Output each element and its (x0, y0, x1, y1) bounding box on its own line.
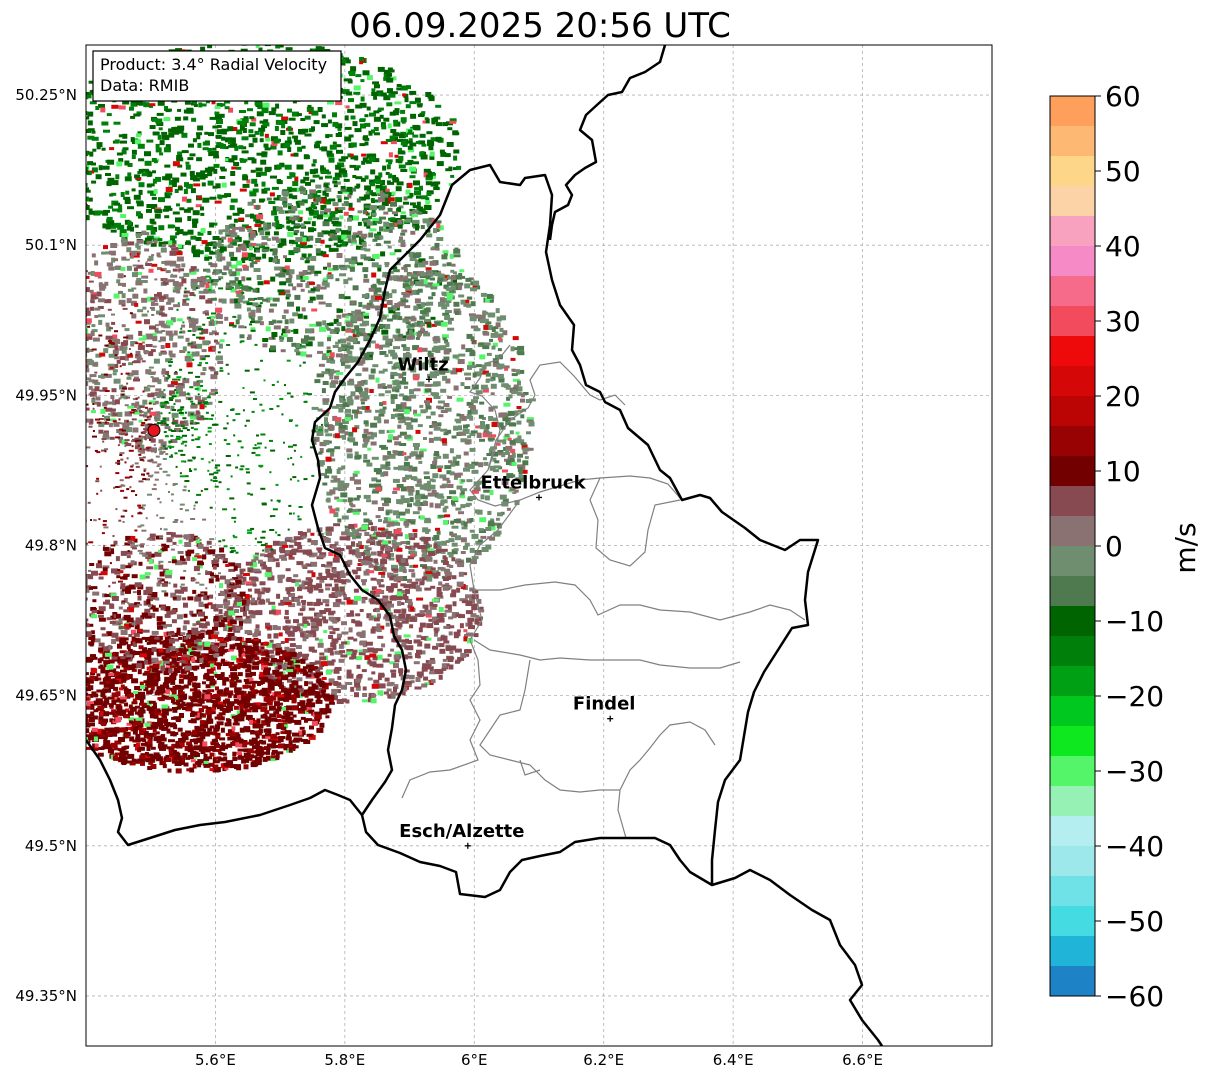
colorbar-band (1050, 456, 1095, 487)
colorbar-tick-label: −10 (1105, 605, 1164, 638)
lon-tick-label: 5.6°E (195, 1051, 236, 1069)
map-title: 06.09.2025 20:56 UTC (349, 6, 731, 46)
colorbar-band (1050, 576, 1095, 607)
colorbar-band (1050, 906, 1095, 937)
colorbar-band (1050, 636, 1095, 667)
colorbar-tick-label: 40 (1105, 230, 1141, 263)
colorbar-band (1050, 306, 1095, 337)
colorbar-band (1050, 696, 1095, 727)
colorbar-band (1050, 546, 1095, 577)
colorbar-band (1050, 936, 1095, 967)
radar-site-marker (147, 423, 161, 437)
national-borders (86, 45, 884, 1046)
colorbar: 60 50 40 30 20 10 0 −10 −20 −30 −40 −50 −60 m/s (1049, 80, 1202, 1013)
city-label: Findel (573, 694, 636, 715)
city-label: Ettelbruck (480, 472, 586, 493)
lat-tick-label: 50.25°N (15, 86, 77, 104)
info-box: Product: 3.4° Radial Velocity Data: RMIB (92, 50, 342, 102)
colorbar-tick-label: 30 (1105, 305, 1141, 338)
colorbar-band (1050, 246, 1095, 277)
colorbar-band (1050, 846, 1095, 877)
lat-tick-label: 49.95°N (15, 386, 77, 404)
colorbar-band (1050, 516, 1095, 547)
colorbar-band (1050, 156, 1095, 187)
colorbar-tick-label: −20 (1105, 680, 1164, 713)
colorbar-tick-label: −50 (1105, 905, 1164, 938)
data-source-text: Data: RMIB (100, 76, 189, 95)
map-frame (85, 44, 993, 1047)
lat-tick-label: 50.1°N (25, 236, 77, 254)
district-boundaries (401, 344, 806, 839)
colorbar-tick-label: 10 (1105, 455, 1141, 488)
city-markers: Wiltz Ettelbruck Findel Esch/Alzette (397, 354, 636, 849)
colorbar-band (1050, 876, 1095, 907)
colorbar-band (1050, 366, 1095, 397)
colorbar-band (1050, 336, 1095, 367)
colorbar-tick-label: −30 (1105, 755, 1164, 788)
colorbar-band (1050, 186, 1095, 217)
city-label: Wiltz (397, 354, 448, 375)
radar-echoes (86, 45, 536, 774)
longitude-labels: 5.6°E 5.8°E 6°E 6.2°E 6.4°E 6.6°E (195, 1051, 883, 1069)
colorbar-tick-label: 0 (1105, 530, 1123, 563)
lon-tick-label: 5.8°E (324, 1051, 365, 1069)
colorbar-tick-label: 20 (1105, 380, 1141, 413)
colorbar-band (1050, 666, 1095, 697)
colorbar-unit-label: m/s (1169, 522, 1202, 573)
colorbar-band (1050, 276, 1095, 307)
latitude-labels: 50.25°N 50.1°N 49.95°N 49.8°N 49.65°N 49.5°N 4… (15, 86, 77, 1005)
lat-tick-label: 49.5°N (25, 837, 77, 855)
colorbar-tick-label: 60 (1105, 80, 1141, 113)
colorbar-band (1050, 396, 1095, 427)
lon-tick-label: 6.2°E (583, 1051, 624, 1069)
colorbar-band (1050, 426, 1095, 457)
colorbar-tick-label: 50 (1105, 155, 1141, 188)
colorbar-band (1050, 216, 1095, 247)
lon-tick-label: 6.6°E (842, 1051, 883, 1069)
lon-tick-label: 6.4°E (713, 1051, 754, 1069)
colorbar-band (1050, 816, 1095, 847)
colorbar-band (1050, 786, 1095, 817)
city-label: Esch/Alzette (399, 821, 524, 842)
colorbar-band (1050, 756, 1095, 787)
colorbar-band (1050, 96, 1095, 127)
colorbar-band (1050, 966, 1095, 997)
product-text: Product: 3.4° Radial Velocity (100, 55, 327, 74)
colorbar-band (1050, 606, 1095, 637)
lat-tick-label: 49.65°N (15, 687, 77, 705)
colorbar-tick-label: −40 (1105, 830, 1164, 863)
colorbar-band (1050, 726, 1095, 757)
lat-tick-label: 49.35°N (15, 987, 77, 1005)
colorbar-tick-label: −60 (1105, 980, 1164, 1013)
colorbar-band (1050, 486, 1095, 517)
lat-tick-label: 49.8°N (25, 537, 77, 555)
lon-tick-label: 6°E (461, 1051, 488, 1069)
colorbar-band (1050, 126, 1095, 157)
